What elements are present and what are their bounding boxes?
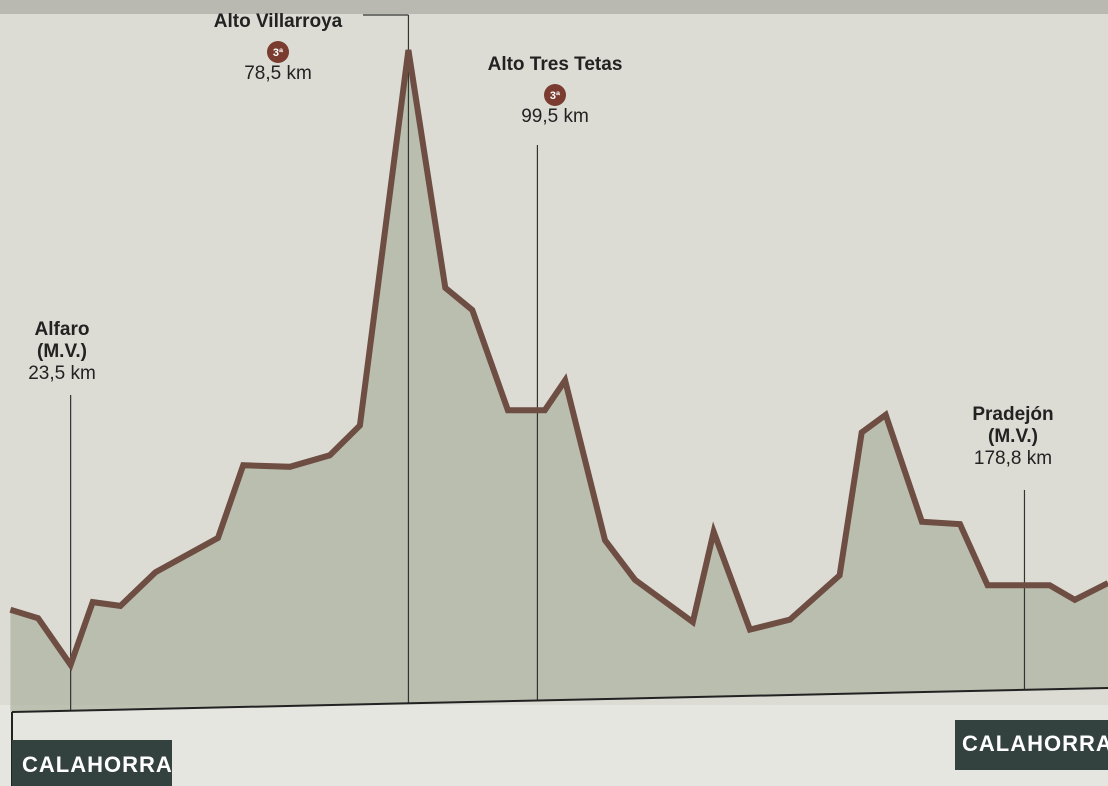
category-badge [267,41,289,63]
category-label: 3ª [273,47,284,59]
annotation-title: Alto Villarroya [214,11,343,32]
annotation-distance: 78,5 km [244,63,312,84]
start-label: CALAHORRA [22,752,173,777]
annotation-distance: 178,8 km [974,448,1052,469]
finish-box [955,720,1108,770]
profile-line [9,49,1108,672]
lower-band [0,705,1108,786]
annotation-title: Alfaro [35,319,90,340]
category-label: 3ª [550,90,561,102]
finish-label: CALAHORRA [962,731,1108,756]
annotation-title: Alto Tres Tetas [488,54,623,75]
annotation-title: Pradejón [972,404,1053,425]
annotation-title: (M.V.) [988,426,1038,447]
baseline [11,687,1108,713]
annotation-distance: 99,5 km [521,106,589,127]
annotation-title: (M.V.) [37,341,87,362]
start-box [12,740,172,786]
area-fill [10,50,1108,713]
category-badge [544,84,566,106]
header-strip [0,0,1108,14]
annotation-distance: 23,5 km [28,363,96,384]
